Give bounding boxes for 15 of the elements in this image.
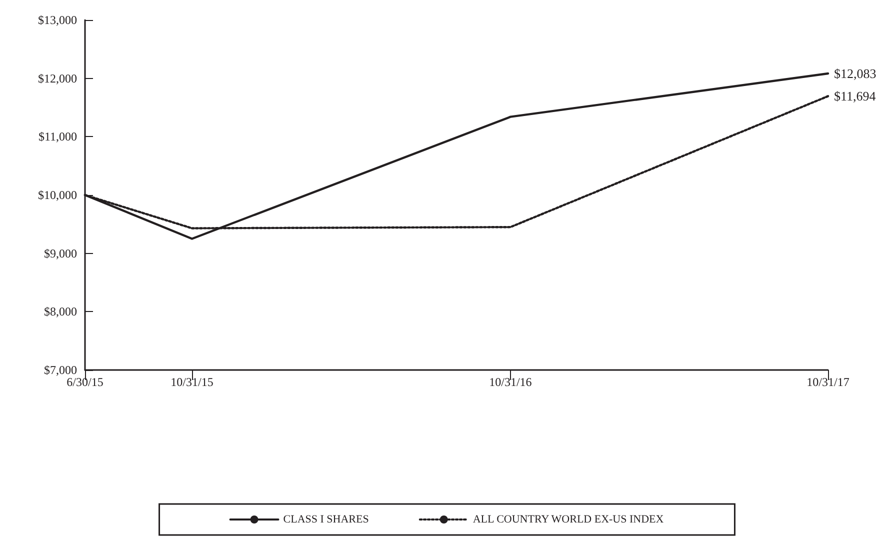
data-label: $11,694 [834, 88, 876, 104]
y-tick-label: $11,000 [38, 130, 77, 144]
x-tick-label: 10/31/17 [806, 375, 850, 389]
y-tick-label: $12,000 [38, 71, 77, 86]
y-tick-label: $10,000 [38, 188, 77, 202]
y-tick-label: $7,000 [44, 363, 77, 377]
x-tick-label: 10/31/16 [489, 375, 532, 389]
x-tick-label: 6/30/15 [66, 375, 104, 389]
x-tick-label: 10/31/15 [170, 375, 214, 389]
legend-label: ALL COUNTRY WORLD EX-US INDEX [472, 514, 664, 526]
y-tick-label: $9,000 [44, 246, 77, 260]
legend-label: CLASS I SHARES [283, 514, 369, 526]
y-tick-label: $8,000 [44, 304, 77, 319]
data-label: $12,083 [834, 66, 876, 81]
y-tick-label: $13,000 [38, 13, 77, 27]
